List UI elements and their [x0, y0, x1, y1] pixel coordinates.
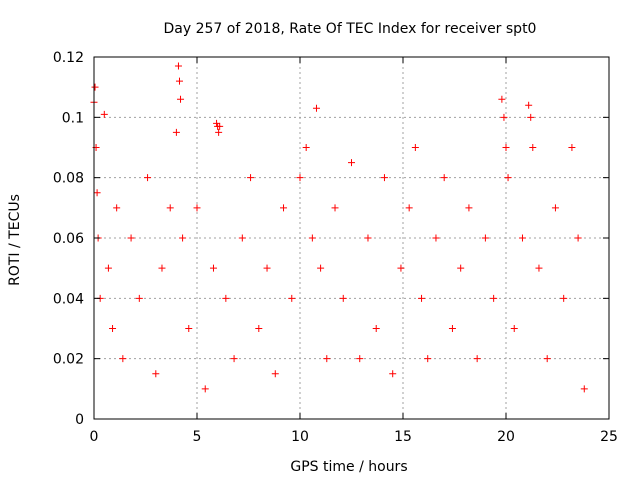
data-point: [527, 113, 535, 121]
data-point: [405, 204, 413, 212]
data-point: [498, 95, 506, 103]
y-tick-label: 0.04: [53, 291, 84, 307]
data-point: [215, 128, 223, 136]
data-point: [288, 294, 296, 302]
data-point: [135, 294, 143, 302]
x-tick-label: 5: [193, 429, 202, 445]
data-point: [339, 294, 347, 302]
data-point: [185, 325, 193, 332]
y-tick-label: 0.1: [62, 110, 84, 126]
x-tick-label: 15: [394, 429, 412, 445]
data-point: [543, 355, 551, 363]
data-point: [158, 264, 166, 272]
data-point: [100, 110, 108, 118]
data-point: [296, 174, 304, 182]
data-point: [177, 95, 185, 103]
data-point: [174, 62, 182, 70]
y-tick-label: 0.02: [53, 352, 84, 368]
plot-frame: [93, 56, 610, 420]
data-point: [302, 144, 310, 151]
data-point: [529, 144, 537, 151]
data-point: [172, 128, 180, 136]
data-point: [580, 385, 588, 393]
data-point: [418, 294, 426, 302]
data-point: [213, 119, 221, 127]
data-point: [457, 264, 465, 272]
data-point: [574, 234, 582, 242]
data-point: [560, 294, 568, 302]
data-point: [389, 370, 397, 378]
data-point: [372, 325, 380, 332]
x-axis-label: GPS time / hours: [290, 459, 407, 475]
data-point: [175, 77, 183, 85]
data-point: [568, 144, 576, 151]
data-point: [502, 144, 510, 151]
x-tick-label: 25: [600, 429, 618, 445]
data-point: [380, 174, 388, 182]
grid-lines: [94, 57, 609, 419]
data-point: [271, 370, 279, 378]
data-point: [209, 264, 217, 272]
data-point: [308, 234, 316, 242]
data-point: [238, 234, 246, 242]
data-point: [255, 325, 263, 332]
data-point: [263, 264, 271, 272]
data-point: [280, 204, 288, 212]
data-point: [247, 174, 255, 182]
data-point: [179, 234, 187, 242]
data-point: [127, 234, 135, 242]
data-point: [473, 355, 481, 363]
data-point: [448, 325, 456, 332]
y-tick-label: 0.08: [53, 171, 84, 187]
data-point: [424, 355, 432, 363]
data-point: [222, 294, 230, 302]
data-point: [510, 325, 518, 332]
data-point: [331, 204, 339, 212]
data-point: [397, 264, 405, 272]
data-point: [481, 234, 489, 242]
y-axis-label: ROTI / TECUs: [7, 194, 23, 286]
y-tick-label: 0: [75, 412, 84, 428]
y-tick-label: 0.06: [53, 231, 84, 247]
data-point: [93, 189, 101, 197]
data-point: [230, 355, 238, 363]
axis-ticks: 0 5 10 15 20 25 0 0.02 0.04 0.06 0.08 0.1 0.12: [53, 50, 618, 445]
y-tick-label: 0.12: [53, 50, 84, 66]
data-point: [500, 113, 508, 121]
data-point: [432, 234, 440, 242]
data-point: [518, 234, 526, 242]
data-point: [113, 204, 121, 212]
data-point: [119, 355, 127, 363]
data-point: [91, 83, 99, 91]
x-tick-label: 20: [497, 429, 515, 445]
data-point: [152, 370, 160, 378]
data-point: [317, 264, 325, 272]
x-tick-label: 10: [291, 429, 309, 445]
data-point: [525, 101, 533, 109]
data-points: [90, 62, 588, 393]
data-point: [216, 122, 224, 130]
x-tick-label: 0: [90, 429, 99, 445]
data-point: [323, 355, 331, 363]
data-point: [535, 264, 543, 272]
data-point: [465, 204, 473, 212]
data-point: [109, 325, 117, 332]
data-point: [166, 204, 174, 212]
data-point: [490, 294, 498, 302]
data-point: [193, 204, 201, 212]
data-point: [104, 264, 112, 272]
data-point: [348, 159, 355, 167]
data-point: [144, 174, 152, 182]
data-point: [364, 234, 372, 242]
data-point: [312, 104, 320, 112]
data-point: [411, 144, 419, 151]
data-point: [356, 355, 364, 363]
data-point: [504, 174, 512, 182]
data-point: [551, 204, 559, 212]
data-point: [440, 174, 448, 182]
data-point: [201, 385, 209, 393]
chart-title: Day 257 of 2018, Rate Of TEC Index for r…: [164, 21, 537, 37]
